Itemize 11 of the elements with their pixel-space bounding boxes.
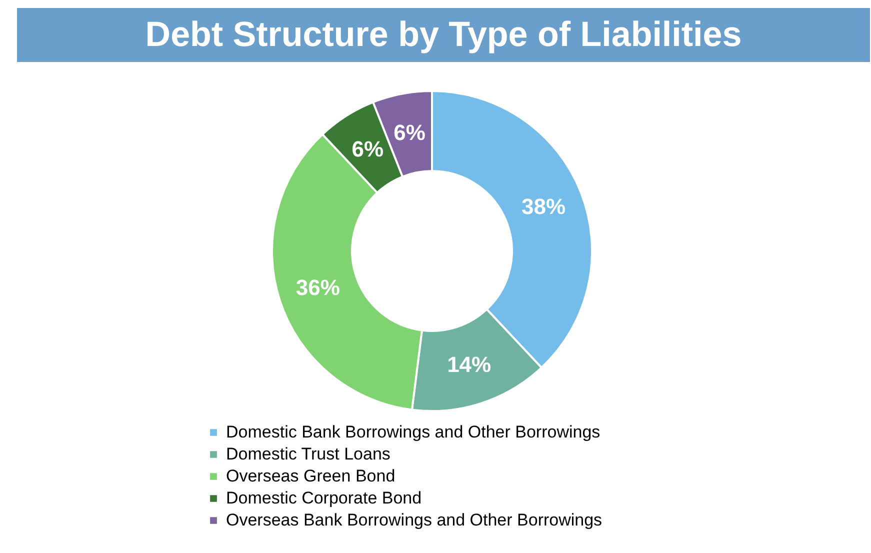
data-label: 36% (296, 275, 340, 300)
legend-label: Domestic Corporate Bond (226, 488, 422, 508)
chart-title: Debt Structure by Type of Liabilities (17, 8, 870, 62)
data-label: 14% (447, 352, 492, 378)
legend-label: Domestic Bank Borrowings and Other Borrowings (226, 422, 600, 442)
data-label: 6% (394, 120, 426, 146)
legend-label: Overseas Bank Borrowings and Other Borrowings (226, 510, 602, 530)
data-label: 38% (522, 194, 566, 219)
legend-label: Domestic Trust Loans (226, 444, 390, 464)
data-label: 6% (352, 136, 384, 162)
legend-label: Overseas Green Bond (226, 466, 396, 486)
